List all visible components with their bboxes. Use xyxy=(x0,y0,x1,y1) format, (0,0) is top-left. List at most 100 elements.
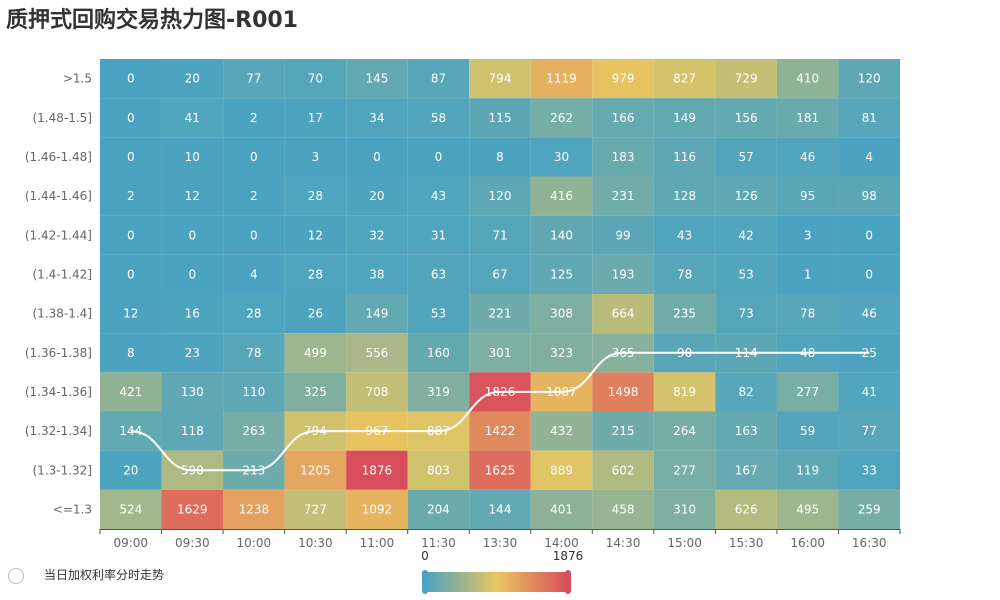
heatmap-cell[interactable] xyxy=(284,215,347,255)
heatmap-cell[interactable] xyxy=(407,59,470,99)
heatmap-cell[interactable] xyxy=(346,254,408,294)
heatmap-cell[interactable] xyxy=(530,489,593,529)
heatmap-cell[interactable] xyxy=(346,176,408,216)
heatmap-cell[interactable] xyxy=(715,176,777,216)
heatmap-cell[interactable] xyxy=(715,489,777,529)
heatmap-cell[interactable] xyxy=(776,137,839,177)
heatmap-cell[interactable] xyxy=(223,215,285,255)
heatmap-cell[interactable] xyxy=(592,489,654,529)
heatmap-cell[interactable] xyxy=(223,137,285,177)
heatmap-cell[interactable] xyxy=(407,176,470,216)
heatmap-cell[interactable] xyxy=(530,411,593,451)
heatmap-cell[interactable] xyxy=(653,489,716,529)
heatmap-cell[interactable] xyxy=(469,489,531,529)
heatmap-cell[interactable] xyxy=(407,215,470,255)
heatmap-cell[interactable] xyxy=(223,294,285,334)
heatmap-cell[interactable] xyxy=(469,450,531,490)
heatmap-cell[interactable] xyxy=(776,411,839,451)
heatmap-cell[interactable] xyxy=(284,176,347,216)
heatmap-cell[interactable] xyxy=(223,176,285,216)
heatmap-cell[interactable] xyxy=(223,333,285,373)
heatmap-cell[interactable] xyxy=(653,372,716,412)
heatmap-cell[interactable] xyxy=(469,333,531,373)
trend-legend[interactable]: 当日加权利率分时走势 xyxy=(8,566,164,584)
heatmap-cell[interactable] xyxy=(838,489,900,529)
heatmap-cell[interactable] xyxy=(223,59,285,99)
heatmap-cell[interactable] xyxy=(161,489,224,529)
heatmap-cell[interactable] xyxy=(100,215,162,255)
heatmap-cell[interactable] xyxy=(407,98,470,138)
heatmap-cell[interactable] xyxy=(100,176,162,216)
heatmap-cell[interactable] xyxy=(469,294,531,334)
heatmap-cell[interactable] xyxy=(100,333,162,373)
heatmap-cell[interactable] xyxy=(469,254,531,294)
heatmap-cell[interactable] xyxy=(346,59,408,99)
heatmap-cell[interactable] xyxy=(653,176,716,216)
heatmap-cell[interactable] xyxy=(223,98,285,138)
heatmap-cell[interactable] xyxy=(838,137,900,177)
heatmap-cell[interactable] xyxy=(776,215,839,255)
heatmap-cell[interactable] xyxy=(223,372,285,412)
heatmap-cell[interactable] xyxy=(161,294,224,334)
heatmap-cell[interactable] xyxy=(592,372,654,412)
heatmap-cell[interactable] xyxy=(838,215,900,255)
heatmap-cell[interactable] xyxy=(223,411,285,451)
heatmap-cell[interactable] xyxy=(653,98,716,138)
heatmap-cell[interactable] xyxy=(100,254,162,294)
heatmap-cell[interactable] xyxy=(100,450,162,490)
heatmap-cell[interactable] xyxy=(715,294,777,334)
heatmap-cell[interactable] xyxy=(346,333,408,373)
heatmap-cell[interactable] xyxy=(284,59,347,99)
heatmap-cell[interactable] xyxy=(592,450,654,490)
heatmap-cell[interactable] xyxy=(161,215,224,255)
heatmap-cell[interactable] xyxy=(838,411,900,451)
heatmap-cell[interactable] xyxy=(100,372,162,412)
heatmap-cell[interactable] xyxy=(838,294,900,334)
heatmap-cell[interactable] xyxy=(592,254,654,294)
heatmap-cell[interactable] xyxy=(407,489,470,529)
heatmap-cell[interactable] xyxy=(284,294,347,334)
heatmap-cell[interactable] xyxy=(284,254,347,294)
heatmap-cell[interactable] xyxy=(715,372,777,412)
heatmap-cell[interactable] xyxy=(161,176,224,216)
heatmap-cell[interactable] xyxy=(838,372,900,412)
visual-map-max-handle[interactable] xyxy=(565,570,571,594)
heatmap-cell[interactable] xyxy=(469,98,531,138)
heatmap-cell[interactable] xyxy=(653,411,716,451)
heatmap-cell[interactable] xyxy=(715,98,777,138)
heatmap-cell[interactable] xyxy=(530,450,593,490)
heatmap-cell[interactable] xyxy=(469,411,531,451)
heatmap-cell[interactable] xyxy=(715,254,777,294)
heatmap-cell[interactable] xyxy=(161,333,224,373)
heatmap-cell[interactable] xyxy=(346,450,408,490)
heatmap-cell[interactable] xyxy=(530,137,593,177)
heatmap-cell[interactable] xyxy=(653,215,716,255)
heatmap-cell[interactable] xyxy=(161,59,224,99)
heatmap-cell[interactable] xyxy=(838,176,900,216)
heatmap-cell[interactable] xyxy=(284,450,347,490)
heatmap-cell[interactable] xyxy=(776,489,839,529)
heatmap-cell[interactable] xyxy=(346,215,408,255)
heatmap-cell[interactable] xyxy=(161,98,224,138)
heatmap-cell[interactable] xyxy=(776,59,839,99)
heatmap-cell[interactable] xyxy=(346,372,408,412)
heatmap-cell[interactable] xyxy=(530,215,593,255)
heatmap-cell[interactable] xyxy=(407,372,470,412)
heatmap-cell[interactable] xyxy=(838,98,900,138)
heatmap-cell[interactable] xyxy=(284,98,347,138)
heatmap-cell[interactable] xyxy=(838,254,900,294)
heatmap-cell[interactable] xyxy=(161,137,224,177)
heatmap-cell[interactable] xyxy=(530,294,593,334)
heatmap-cell[interactable] xyxy=(776,98,839,138)
heatmap-cell[interactable] xyxy=(469,215,531,255)
heatmap-cell[interactable] xyxy=(776,372,839,412)
heatmap-cell[interactable] xyxy=(407,254,470,294)
heatmap-cell[interactable] xyxy=(469,176,531,216)
heatmap-cell[interactable] xyxy=(346,489,408,529)
heatmap-cell[interactable] xyxy=(653,254,716,294)
visual-map-min-handle[interactable] xyxy=(422,570,428,594)
heatmap-cell[interactable] xyxy=(346,294,408,334)
heatmap-cell[interactable] xyxy=(653,294,716,334)
heatmap-cell[interactable] xyxy=(653,450,716,490)
heatmap-cell[interactable] xyxy=(592,98,654,138)
